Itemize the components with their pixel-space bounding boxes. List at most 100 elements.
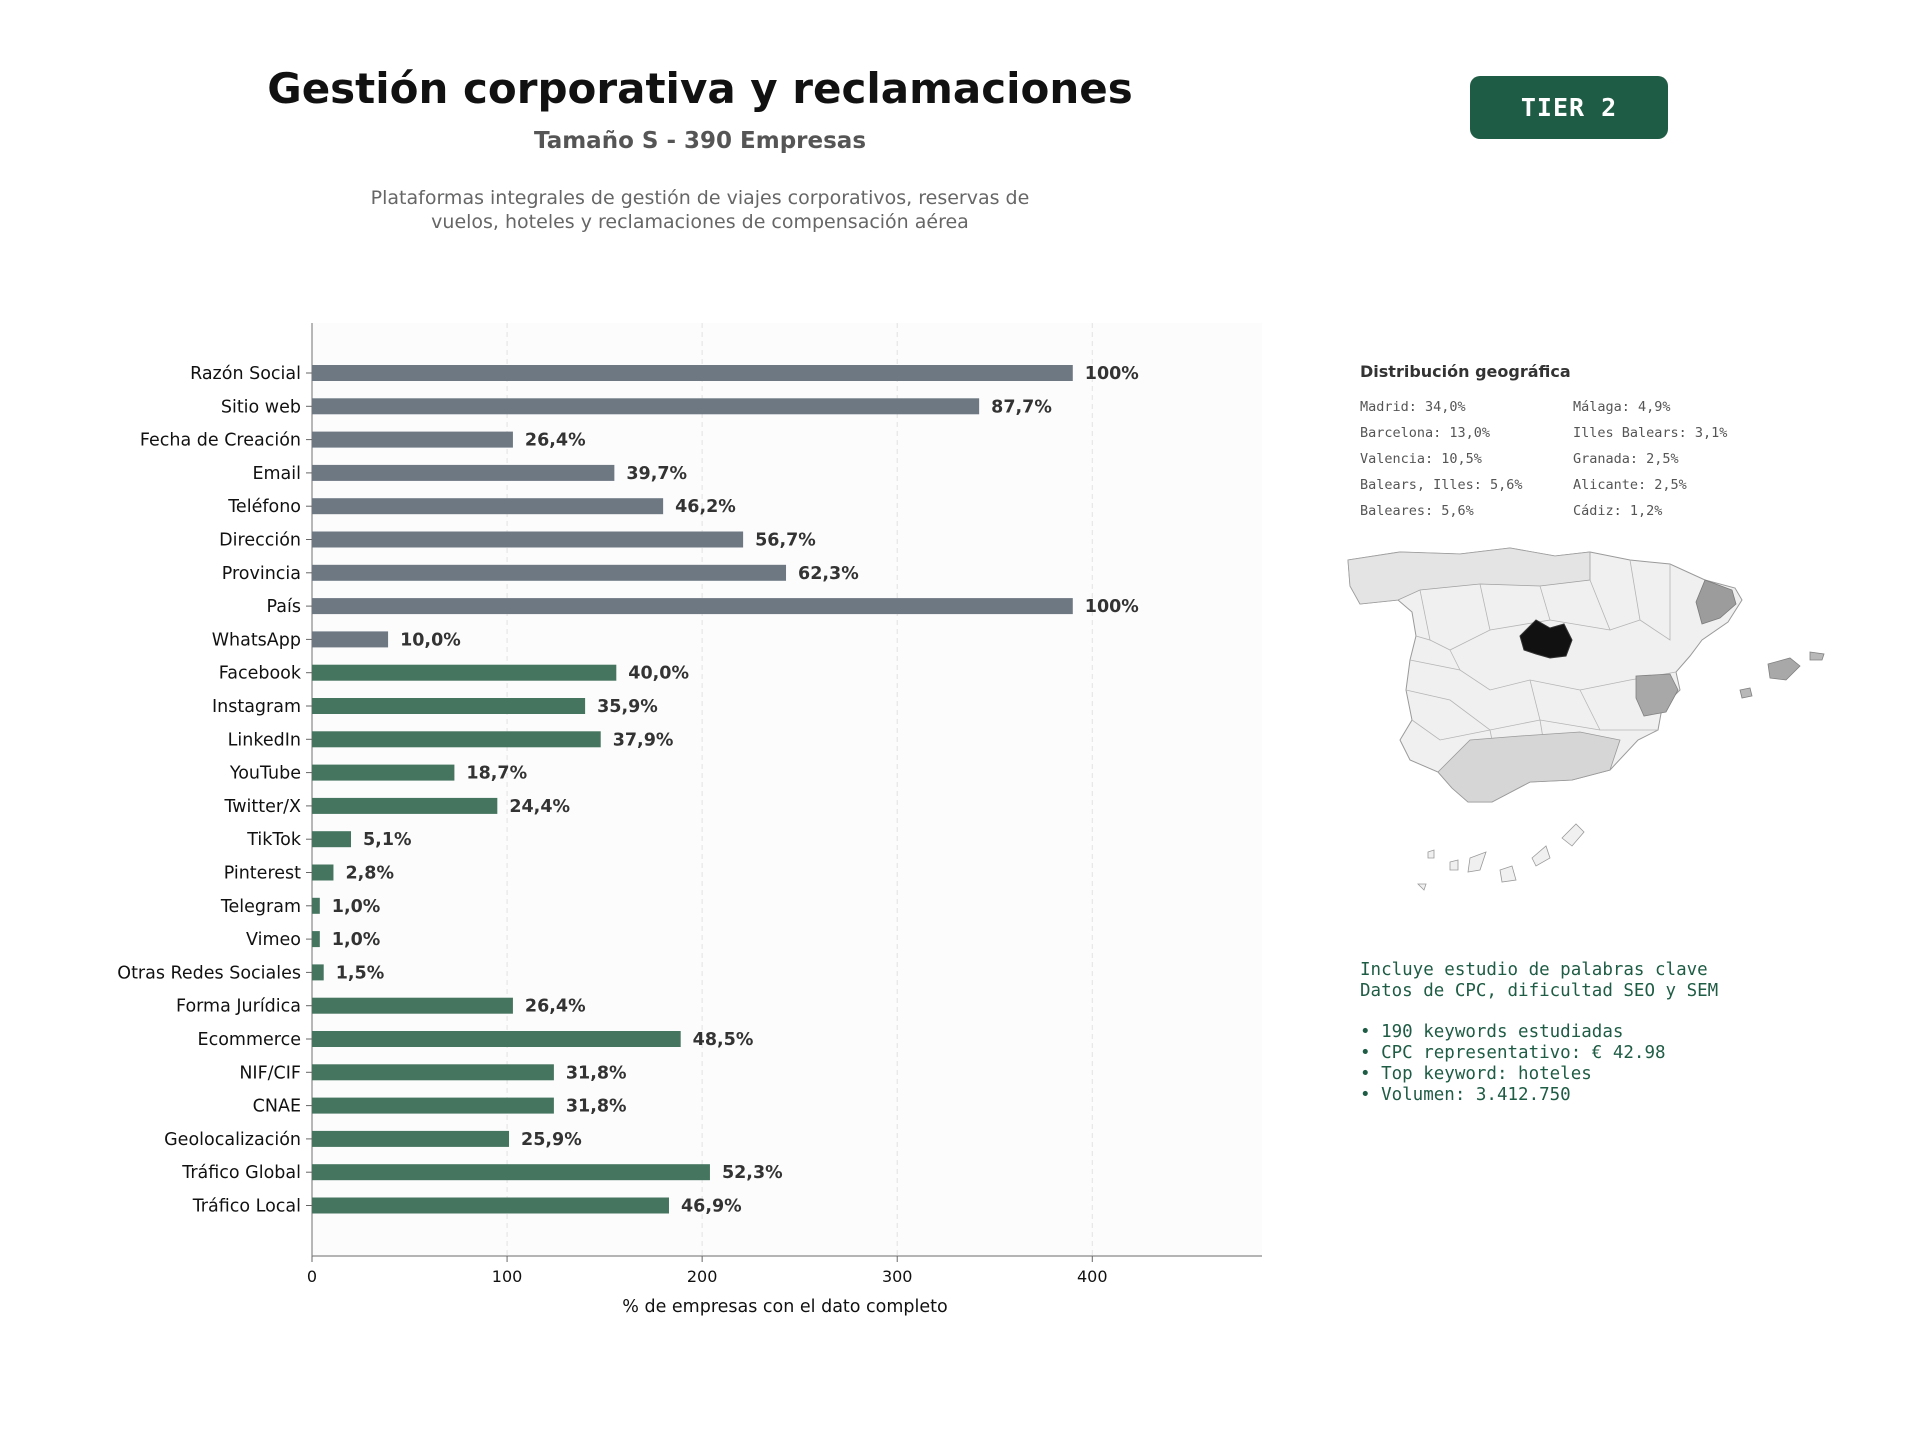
page-title: Gestión corporativa y reclamaciones [267,64,1133,113]
x-axis-label: % de empresas con el dato completo [622,1297,947,1317]
category-label: Email [252,464,301,484]
page-description: Plataformas integrales de gestión de via… [300,186,1100,234]
geo-item: Málaga: 4,9% [1573,399,1671,415]
category-label: País [267,597,301,617]
bar [312,731,601,748]
category-label: Tráfico Local [192,1197,301,1217]
bar [312,631,389,648]
data-label: 37,9% [613,730,674,750]
data-label: 87,7% [991,397,1052,417]
category-label: Geolocalización [164,1130,301,1150]
data-label: 25,9% [521,1130,582,1150]
data-label: 5,1% [363,830,412,850]
bar [312,831,352,848]
bar [312,997,513,1014]
category-label: YouTube [229,764,301,784]
category-label: CNAE [253,1097,301,1117]
category-label: Ecommerce [198,1030,301,1050]
bar [312,531,744,548]
bar [312,464,615,481]
geo-item: Illes Balears: 3,1% [1573,425,1728,441]
spain-map-illustration [1347,547,1825,891]
data-label: 52,3% [722,1163,783,1183]
data-label: 100% [1085,597,1139,617]
geo-item: Granada: 2,5% [1573,451,1679,467]
data-label: 62,3% [798,564,859,584]
category-label: Razón Social [190,364,301,384]
keywords-line-2: Datos de CPC, dificultad SEO y SEM [1360,981,1719,1001]
bar [312,964,324,981]
data-label: 31,8% [566,1097,627,1117]
geo-item: Cádiz: 1,2% [1573,503,1663,519]
bar [312,1164,710,1181]
bar [312,398,980,415]
category-label: Instagram [212,697,301,717]
geo-item: Barcelona: 13,0% [1360,425,1491,441]
tier-badge: TIER 2 [1470,76,1668,139]
data-label: 1,0% [332,930,381,950]
data-label: 35,9% [597,697,658,717]
category-label: Dirección [219,531,301,551]
x-tick-label: 100 [492,1267,523,1286]
keywords-bullet: • 190 keywords estudiadas [1360,1022,1624,1042]
category-label: NIF/CIF [239,1063,301,1083]
keywords-bullet: • Top keyword: hoteles [1360,1064,1592,1084]
data-label: 39,7% [626,464,687,484]
x-tick-label: 400 [1077,1267,1108,1286]
data-label: 2,8% [345,864,394,884]
category-label: Facebook [219,664,302,684]
bar [312,1097,554,1114]
geo-item: Baleares: 5,6% [1360,503,1474,519]
category-label: Vimeo [246,930,301,950]
page-subtitle: Tamaño S - 390 Empresas [533,128,867,154]
plot-background [312,323,1262,1256]
bar [312,764,455,781]
data-label: 26,4% [525,997,586,1017]
bar [312,564,787,581]
category-label: Teléfono [227,497,301,517]
description-line-1: Plataformas integrales de gestión de via… [370,187,1030,209]
bar [312,864,334,881]
x-tick-label: 300 [882,1267,913,1286]
geo-item: Alicante: 2,5% [1573,477,1687,493]
data-label: 24,4% [509,797,570,817]
geo-title: Distribución geográfica [1360,362,1571,381]
bar [312,498,664,515]
category-label: Sitio web [221,397,301,417]
bar [312,1130,510,1147]
geo-item: Valencia: 10,5% [1360,451,1482,467]
map-andalusia [1437,731,1621,803]
category-label: Provincia [222,564,301,584]
completeness-bar-chart: Razón Social 100% Sitio web 87,7% Fecha de C… [117,323,1262,1317]
x-tick-label: 0 [307,1267,317,1286]
keywords-bullet: • Volumen: 3.412.750 [1360,1085,1571,1105]
data-label: 31,8% [566,1063,627,1083]
category-label: Pinterest [224,864,301,884]
category-label: Forma Jurídica [176,997,301,1017]
map-mallorca [1767,657,1801,681]
geo-item: Balears, Illes: 5,6% [1360,477,1523,493]
category-label: Twitter/X [223,797,301,817]
data-label: 10,0% [400,630,461,650]
keywords-panel: Incluye estudio de palabras clave Datos … [1360,960,1860,1106]
data-label: 100% [1085,364,1139,384]
category-label: Tráfico Global [181,1163,301,1183]
data-label: 46,9% [681,1197,742,1217]
data-label: 1,0% [332,897,381,917]
keywords-line-1: Incluye estudio de palabras clave [1360,960,1708,980]
data-label: 48,5% [693,1030,754,1050]
bar [312,431,513,448]
data-label: 1,5% [336,963,385,983]
x-tick-label: 200 [687,1267,718,1286]
geo-item: Madrid: 34,0% [1360,399,1466,415]
bar [312,897,320,914]
bar [312,931,320,948]
map-ibiza [1739,687,1753,699]
data-label: 46,2% [675,497,736,517]
bar [312,797,498,814]
bar [312,365,1073,381]
category-label: LinkedIn [228,730,301,750]
bar [312,698,586,714]
bar [312,664,617,681]
category-label: WhatsApp [212,630,301,650]
